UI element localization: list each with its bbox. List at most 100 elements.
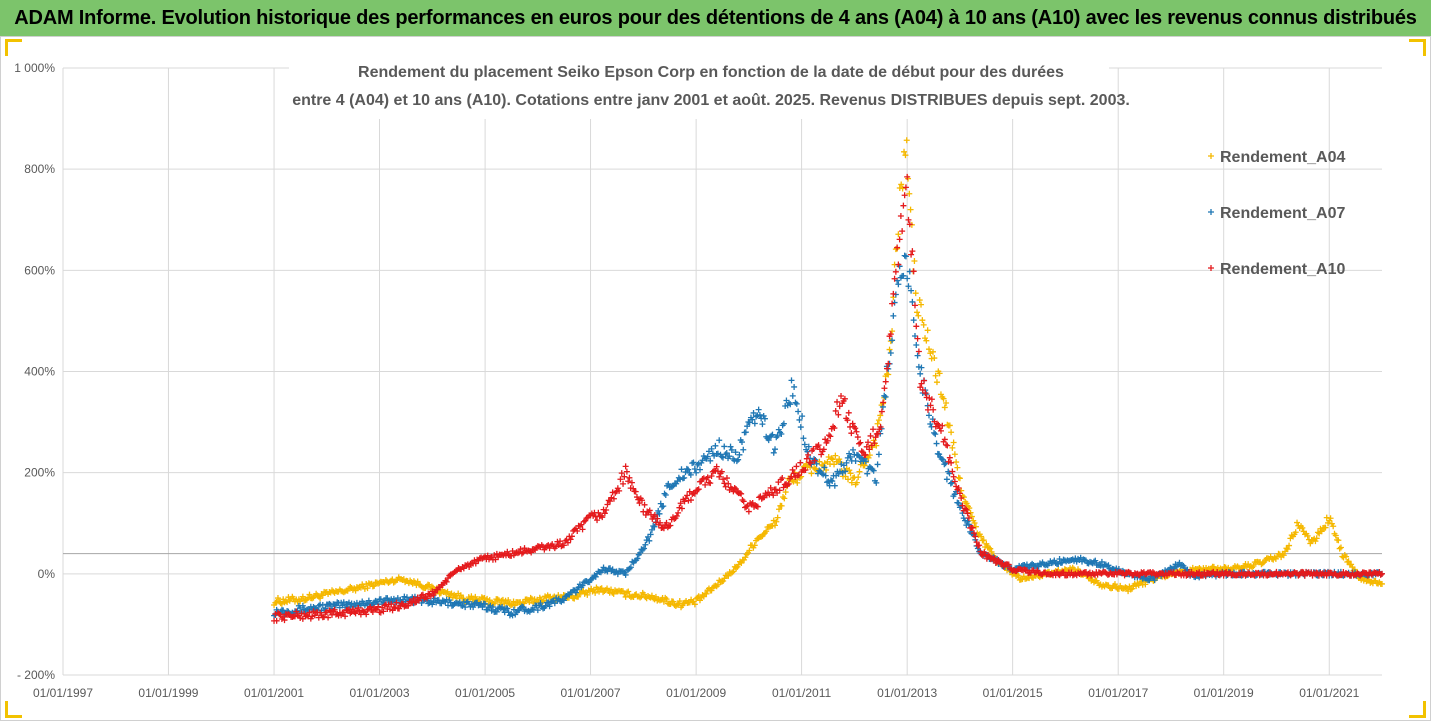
data-point <box>968 513 975 520</box>
data-point <box>503 600 510 607</box>
data-point <box>1283 545 1290 552</box>
data-point <box>1288 532 1295 539</box>
data-point <box>580 518 587 525</box>
data-point <box>628 479 635 486</box>
data-point <box>901 192 908 199</box>
data-point <box>949 444 956 451</box>
data-point <box>675 509 682 516</box>
data-point <box>795 408 802 415</box>
data-point <box>956 475 963 482</box>
data-point <box>827 477 834 484</box>
data-point <box>623 468 630 475</box>
y-tick-label: 400% <box>24 365 55 379</box>
data-point <box>1294 519 1301 526</box>
data-point <box>931 429 938 436</box>
data-point <box>579 526 586 533</box>
data-point <box>639 546 646 553</box>
data-point <box>911 302 918 309</box>
data-point <box>567 536 574 543</box>
data-point <box>877 424 884 431</box>
data-point <box>963 500 970 507</box>
data-point <box>950 473 957 480</box>
data-point <box>889 300 896 307</box>
data-point <box>954 464 961 471</box>
data-point <box>470 604 477 611</box>
data-point <box>729 569 736 576</box>
data-point <box>805 451 812 458</box>
data-point <box>1314 529 1321 536</box>
data-point <box>273 617 280 624</box>
data-point <box>1357 572 1364 579</box>
data-point <box>588 575 595 582</box>
data-point <box>1250 562 1257 569</box>
data-point <box>853 479 860 486</box>
x-tick-label: 01/01/2005 <box>455 686 515 700</box>
data-point <box>526 599 533 606</box>
data-point <box>936 370 943 377</box>
data-point <box>698 459 705 466</box>
data-point <box>895 281 902 288</box>
data-point <box>311 612 318 619</box>
data-point <box>1336 545 1343 552</box>
data-point <box>905 216 912 223</box>
data-point <box>714 581 721 588</box>
data-point <box>927 402 934 409</box>
data-point <box>650 522 657 529</box>
data-point <box>1092 557 1099 564</box>
data-point <box>835 411 842 418</box>
data-point <box>935 421 942 428</box>
data-point <box>856 468 863 475</box>
data-point <box>854 434 861 441</box>
data-point <box>707 457 714 464</box>
data-point <box>490 600 497 607</box>
data-point <box>451 591 458 598</box>
data-point <box>845 409 852 416</box>
data-point <box>742 554 749 561</box>
data-point <box>946 422 953 429</box>
data-point <box>1023 561 1030 568</box>
data-point <box>811 457 818 464</box>
y-tick-label: 1 000% <box>14 61 55 75</box>
data-point <box>900 202 907 209</box>
data-point <box>673 513 680 520</box>
data-point <box>583 578 590 585</box>
data-point <box>922 390 929 397</box>
data-point <box>403 594 410 601</box>
data-point <box>822 472 829 479</box>
data-point <box>708 445 715 452</box>
data-point <box>962 505 969 512</box>
data-point <box>958 494 965 501</box>
data-point <box>949 479 956 486</box>
chart-area: - 200% 0% 200% 400% 600% 800% 1 000% 01/01/199… <box>0 36 1431 721</box>
data-point <box>964 518 971 525</box>
data-point <box>702 481 709 488</box>
data-point <box>466 564 473 571</box>
data-point <box>964 510 971 517</box>
data-point <box>807 460 814 467</box>
data-point <box>623 589 630 596</box>
data-point <box>1318 528 1325 535</box>
data-point <box>865 439 872 446</box>
data-point <box>914 335 921 342</box>
data-point <box>782 489 789 496</box>
data-point <box>647 531 654 538</box>
data-point <box>704 453 711 460</box>
data-point <box>751 420 758 427</box>
data-point <box>274 595 281 602</box>
data-point <box>770 492 777 499</box>
data-point <box>687 471 694 478</box>
data-point <box>662 492 669 499</box>
data-point <box>852 458 859 465</box>
data-point <box>875 451 882 458</box>
data-point <box>836 403 843 410</box>
data-point <box>482 600 489 607</box>
data-point <box>1105 562 1112 569</box>
data-point <box>506 600 513 607</box>
data-point <box>637 549 644 556</box>
data-point <box>882 378 889 385</box>
data-point <box>886 346 893 353</box>
data-point <box>1189 564 1196 571</box>
data-point <box>736 490 743 497</box>
data-point <box>925 412 932 419</box>
